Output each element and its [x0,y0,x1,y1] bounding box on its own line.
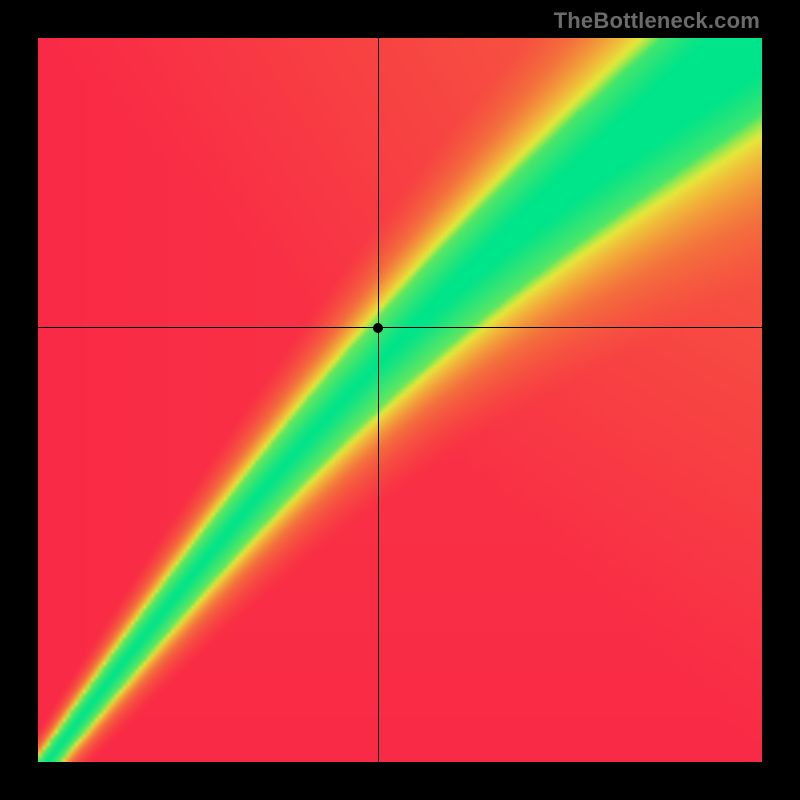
chart-outer: TheBottleneck.com [0,0,800,800]
heatmap-canvas [38,38,762,762]
marker-dot [373,323,383,333]
crosshair-horizontal [38,327,762,328]
watermark-text: TheBottleneck.com [554,8,760,34]
plot-area [38,38,762,762]
crosshair-vertical [378,38,379,762]
